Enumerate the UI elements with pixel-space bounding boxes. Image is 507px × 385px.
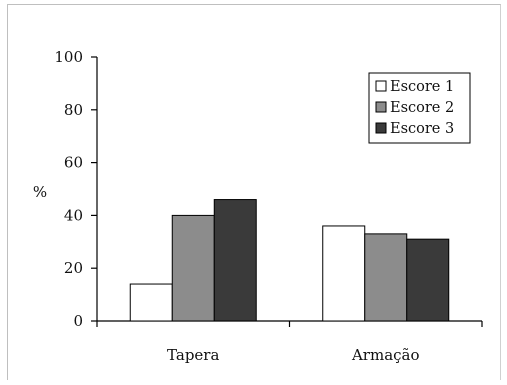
bar-armação-escore-3	[406, 238, 450, 322]
y-tick-label: 0	[73, 312, 83, 330]
bar-tapera-escore-3	[213, 199, 257, 322]
y-tick-label: 100	[54, 48, 83, 66]
x-category-label: Armação	[351, 346, 420, 364]
legend-label: Escore 3	[390, 121, 454, 137]
bar-armação-escore-1	[322, 225, 366, 322]
y-tick-label: 80	[64, 101, 83, 119]
y-tick-label: 60	[64, 154, 83, 172]
legend-swatch	[375, 122, 387, 134]
x-axis: Tapera Armação	[96, 320, 483, 364]
y-axis-title: %	[33, 183, 47, 201]
chart-frame	[7, 4, 501, 380]
bars	[129, 199, 450, 322]
legend-label: Escore 1	[390, 79, 454, 95]
y-tick-label: 40	[64, 206, 83, 224]
y-axis: 0 20 40 60 80 100	[54, 48, 98, 330]
legend-label: Escore 2	[390, 100, 454, 116]
bar-armação-escore-2	[364, 233, 408, 322]
y-tick-label: 20	[64, 259, 83, 277]
legend: Escore 1 Escore 2 Escore 3	[368, 72, 471, 144]
x-category-label: Tapera	[167, 346, 219, 364]
legend-swatch	[375, 101, 387, 113]
bar-tapera-escore-1	[129, 283, 173, 322]
legend-swatch	[375, 80, 387, 92]
bar-tapera-escore-2	[171, 214, 215, 322]
